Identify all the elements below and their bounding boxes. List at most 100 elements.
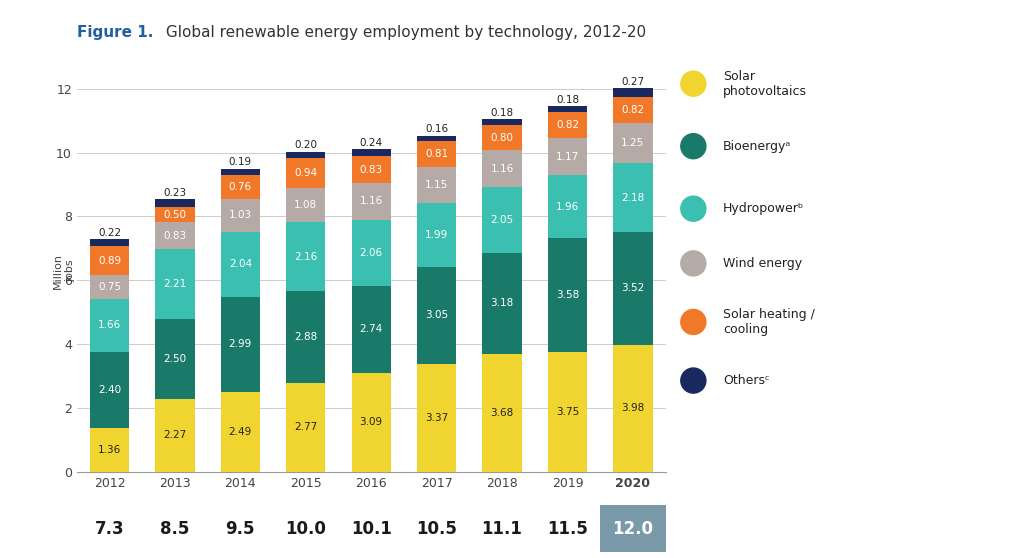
Text: 1.16: 1.16 <box>490 164 514 174</box>
Text: 0.20: 0.20 <box>294 141 317 151</box>
Text: 3.37: 3.37 <box>425 413 449 423</box>
Bar <box>90 299 129 352</box>
Bar <box>286 152 326 158</box>
Text: Solar heating /
cooling: Solar heating / cooling <box>723 308 815 336</box>
Bar <box>417 364 457 472</box>
Bar <box>613 163 652 232</box>
Bar <box>482 125 521 151</box>
Bar <box>351 149 391 156</box>
Text: 2.77: 2.77 <box>294 422 317 432</box>
Text: 11.1: 11.1 <box>481 519 522 538</box>
Ellipse shape <box>681 196 706 221</box>
Text: 3.05: 3.05 <box>425 310 449 320</box>
Text: Figure 1.: Figure 1. <box>77 25 154 40</box>
Bar <box>417 136 457 141</box>
Text: 0.19: 0.19 <box>228 157 252 167</box>
Text: 0.82: 0.82 <box>556 120 579 130</box>
Text: Global renewable energy employment by technology, 2012-20: Global renewable energy employment by te… <box>161 25 646 40</box>
Bar <box>221 199 260 232</box>
Text: 1.96: 1.96 <box>556 201 580 211</box>
Text: 10.5: 10.5 <box>416 519 457 538</box>
Text: 0.16: 0.16 <box>425 124 449 134</box>
Bar <box>221 392 260 472</box>
Text: 0.24: 0.24 <box>359 138 383 147</box>
Bar <box>90 247 129 275</box>
Text: 1.17: 1.17 <box>556 152 580 162</box>
Text: 3.68: 3.68 <box>490 408 514 418</box>
Text: 1.66: 1.66 <box>98 320 121 330</box>
Text: 10.1: 10.1 <box>351 519 391 538</box>
Bar <box>286 291 326 383</box>
Text: 2.27: 2.27 <box>163 430 186 440</box>
Bar <box>286 383 326 472</box>
Bar <box>156 399 195 472</box>
Text: Hydropowerᵇ: Hydropowerᵇ <box>723 202 804 215</box>
Bar <box>613 88 652 97</box>
Text: 3.18: 3.18 <box>490 299 514 309</box>
Bar <box>221 175 260 199</box>
Text: 2.06: 2.06 <box>359 248 383 258</box>
Text: 0.94: 0.94 <box>294 168 317 178</box>
Text: 2.74: 2.74 <box>359 324 383 334</box>
Text: 8.5: 8.5 <box>160 519 189 538</box>
Text: 1.08: 1.08 <box>294 200 317 210</box>
Bar <box>156 319 195 399</box>
Text: 0.50: 0.50 <box>164 209 186 219</box>
Text: Solar
photovoltaics: Solar photovoltaics <box>723 70 807 98</box>
Ellipse shape <box>681 251 706 276</box>
Bar <box>156 199 195 206</box>
Text: Othersᶜ: Othersᶜ <box>723 374 770 387</box>
Text: 3.75: 3.75 <box>556 407 580 417</box>
Text: 0.83: 0.83 <box>359 165 383 175</box>
Bar <box>613 123 652 163</box>
Bar <box>482 119 521 125</box>
Bar <box>417 267 457 364</box>
Bar <box>351 220 391 286</box>
Text: 1.16: 1.16 <box>359 196 383 206</box>
Bar <box>417 141 457 167</box>
Bar <box>548 106 587 112</box>
Bar <box>548 352 587 472</box>
Bar <box>221 297 260 392</box>
Text: 2.04: 2.04 <box>228 259 252 270</box>
Text: 11.5: 11.5 <box>547 519 588 538</box>
Bar <box>351 373 391 472</box>
Bar <box>90 352 129 428</box>
Bar <box>548 238 587 352</box>
Bar <box>613 345 652 472</box>
Text: 0.81: 0.81 <box>425 149 449 159</box>
Ellipse shape <box>681 134 706 158</box>
Text: 2.05: 2.05 <box>490 215 514 225</box>
Bar <box>482 253 521 354</box>
Text: 9.5: 9.5 <box>225 519 255 538</box>
Text: 3.52: 3.52 <box>622 283 644 294</box>
Text: 1.25: 1.25 <box>622 138 644 148</box>
Text: 3.58: 3.58 <box>556 290 580 300</box>
Text: 2.50: 2.50 <box>164 354 186 364</box>
Text: 1.99: 1.99 <box>425 230 449 240</box>
Text: Wind energy: Wind energy <box>723 257 802 270</box>
Bar <box>417 203 457 267</box>
Ellipse shape <box>681 368 706 393</box>
Ellipse shape <box>681 310 706 334</box>
Bar <box>351 156 391 183</box>
Bar <box>351 183 391 220</box>
Bar <box>482 354 521 472</box>
Text: 0.18: 0.18 <box>556 95 579 105</box>
Bar <box>548 138 587 175</box>
Text: 0.18: 0.18 <box>490 108 514 118</box>
Bar <box>351 286 391 373</box>
Text: 0.23: 0.23 <box>164 188 186 198</box>
Text: 2.88: 2.88 <box>294 332 317 342</box>
Bar <box>90 275 129 299</box>
Text: 2.99: 2.99 <box>228 339 252 349</box>
Bar <box>548 175 587 238</box>
Text: 0.22: 0.22 <box>98 228 121 238</box>
Bar <box>548 112 587 138</box>
Bar <box>156 206 195 223</box>
Bar <box>613 97 652 123</box>
Text: 2.21: 2.21 <box>163 279 186 289</box>
Bar <box>613 232 652 345</box>
Text: 0.80: 0.80 <box>490 133 514 143</box>
Bar <box>221 169 260 175</box>
